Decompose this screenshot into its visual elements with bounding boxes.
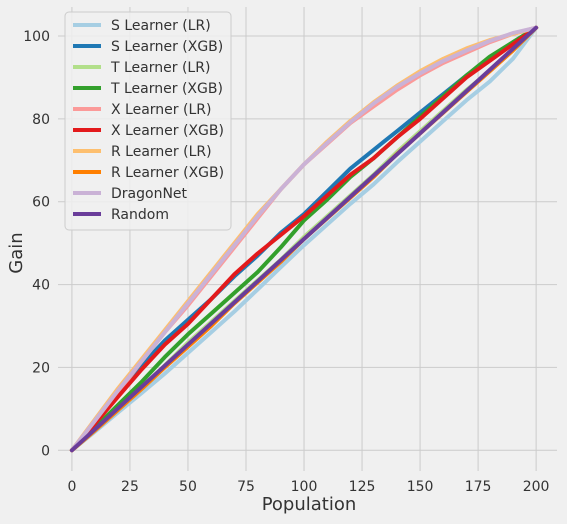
y-tick-label: 60	[32, 195, 50, 211]
x-tick-label: 100	[291, 479, 318, 495]
y-tick-label: 20	[32, 360, 50, 376]
x-tick-label: 200	[523, 479, 550, 495]
legend-label: DragonNet	[111, 186, 188, 202]
legend-label: Random	[111, 207, 169, 223]
legend-label: X Learner (XGB)	[111, 123, 224, 139]
y-tick-label: 40	[32, 278, 50, 294]
series-lines	[69, 25, 539, 453]
x-tick-label: 0	[67, 479, 76, 495]
x-tick-label: 175	[465, 479, 492, 495]
legend-label: R Learner (XGB)	[111, 165, 224, 181]
x-tick-label: 25	[121, 479, 139, 495]
y-axis-label: Gain	[6, 232, 27, 273]
y-tick-label: 0	[41, 443, 50, 459]
x-tick-label: 150	[407, 479, 434, 495]
legend-label: R Learner (LR)	[111, 144, 212, 160]
series-line	[69, 25, 539, 453]
y-tick-label: 100	[23, 29, 50, 45]
x-tick-label: 75	[237, 479, 255, 495]
x-tick-label: 125	[349, 479, 376, 495]
series-line	[69, 25, 539, 453]
x-axis-label: Population	[262, 494, 357, 515]
series-line	[69, 25, 539, 453]
legend-label: X Learner (LR)	[111, 102, 211, 118]
legend-box	[64, 11, 232, 231]
x-tick-label: 50	[179, 479, 197, 495]
tick-labels: 0 25 50 75 100 125 150 175 200 0 20 40 60 80 100	[23, 29, 549, 495]
legend-label: S Learner (XGB)	[111, 39, 223, 55]
legend-label: T Learner (XGB)	[110, 81, 223, 97]
legend-label: S Learner (LR)	[111, 18, 211, 34]
y-tick-label: 80	[32, 112, 50, 128]
series-line	[69, 25, 539, 453]
legend-label: T Learner (LR)	[110, 60, 210, 76]
legend: S Learner (LR) S Learner (XGB) T Learner (…	[64, 11, 232, 231]
